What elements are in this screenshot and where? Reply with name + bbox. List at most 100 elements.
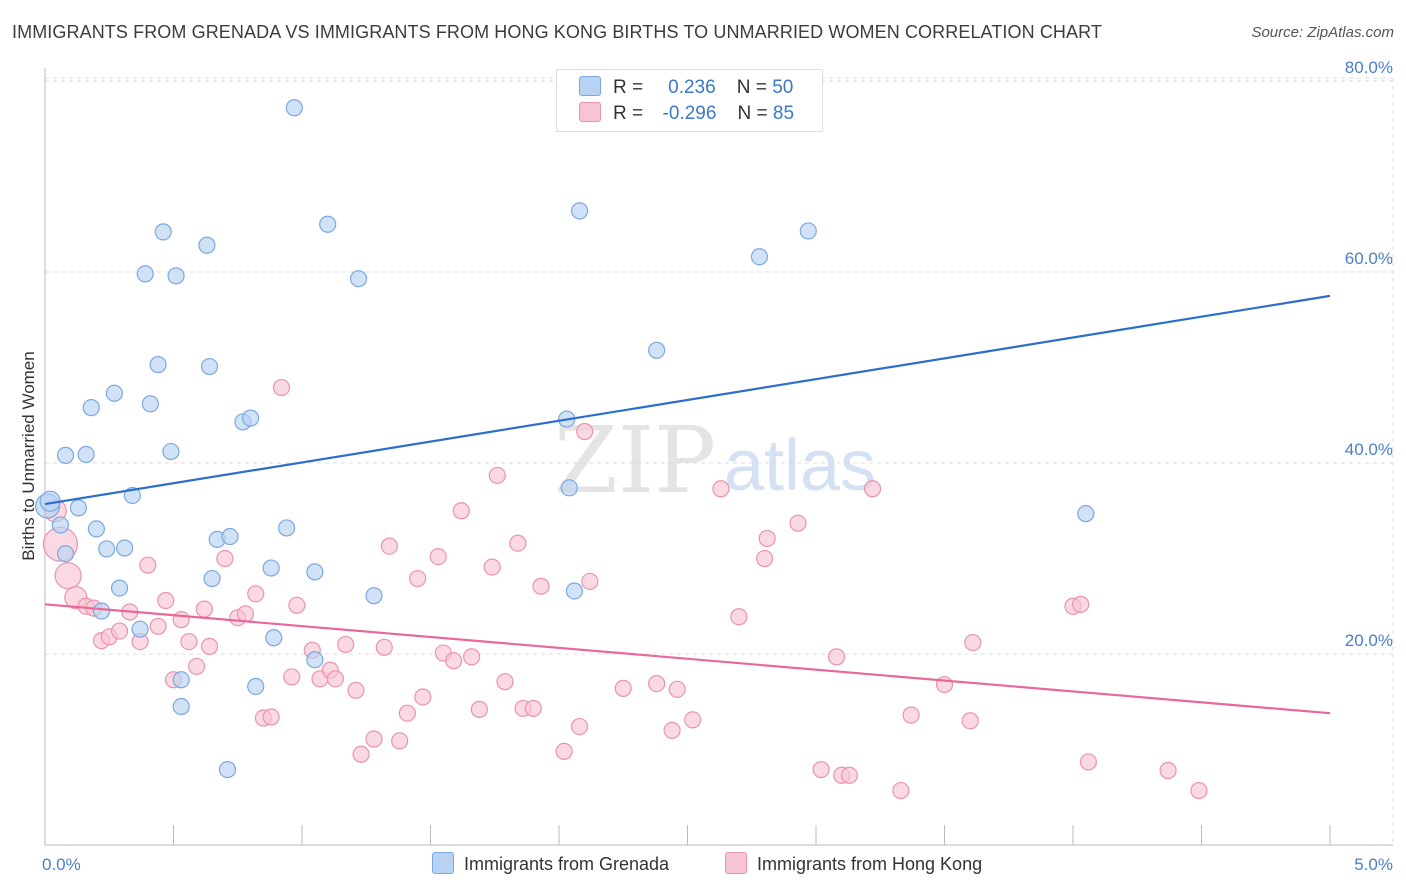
point-hongkong (840, 766, 859, 784)
point-grenada (149, 356, 167, 374)
point-hongkong (892, 781, 910, 800)
point-grenada (648, 341, 666, 359)
point-grenada (560, 479, 578, 497)
point-grenada (154, 223, 172, 241)
point-hongkong (445, 652, 463, 670)
legend-row-grenada: R = 0.236 N = 50 (579, 76, 793, 102)
point-hongkong (326, 670, 345, 688)
point-hongkong (195, 600, 213, 618)
point-grenada (319, 215, 337, 233)
axes (44, 68, 1393, 846)
point-hongkong (863, 480, 882, 498)
point-hongkong (262, 708, 280, 726)
point-hongkong (555, 742, 573, 761)
y-tick-label: 80.0% (1345, 58, 1393, 77)
point-hongkong (730, 608, 748, 626)
point-hongkong (200, 637, 219, 655)
point-grenada (136, 265, 154, 283)
legend-item-grenada: Immigrants from Grenada (432, 852, 669, 875)
point-hongkong (755, 549, 774, 568)
point-hongkong (149, 617, 167, 635)
legend-r-value-hongkong: -0.296 (662, 103, 717, 124)
point-hongkong (365, 730, 383, 748)
source-credit: Source: ZipAtlas.com (1251, 24, 1394, 41)
point-hongkong (902, 706, 920, 724)
point-grenada (56, 545, 75, 563)
point-hongkong (247, 585, 265, 603)
point-hongkong (398, 704, 416, 722)
point-grenada (69, 499, 88, 517)
point-grenada (167, 267, 185, 285)
legend-swatch-hongkong (579, 102, 601, 122)
point-grenada (98, 540, 116, 558)
point-hongkong (352, 745, 370, 763)
series-legend: Immigrants from Grenada Immigrants from … (0, 852, 1406, 878)
point-hongkong (172, 611, 190, 629)
watermark-zip: ZIP (554, 407, 716, 514)
point-hongkong (452, 502, 470, 520)
point-hongkong (964, 633, 982, 652)
point-grenada (262, 559, 280, 577)
point-grenada (92, 602, 111, 620)
point-grenada (82, 399, 100, 417)
point-hongkong (54, 562, 82, 590)
point-grenada (110, 579, 129, 597)
point-grenada (162, 442, 180, 461)
point-hongkong (347, 681, 365, 699)
point-hongkong (288, 596, 306, 614)
y-tick-label: 60.0% (1345, 249, 1393, 268)
point-grenada (200, 357, 219, 376)
point-hongkong (581, 572, 599, 591)
point-grenada (141, 395, 159, 413)
y-tick-label: 40.0% (1345, 440, 1393, 459)
point-grenada (116, 539, 134, 557)
point-grenada (365, 587, 383, 605)
point-hongkong (1072, 595, 1090, 613)
point-hongkong (483, 558, 501, 576)
point-grenada (51, 516, 70, 534)
point-hongkong (110, 622, 129, 640)
point-grenada (570, 202, 589, 220)
point-hongkong (429, 547, 447, 566)
point-hongkong (414, 688, 432, 706)
point-hongkong (663, 721, 681, 740)
point-hongkong (570, 717, 589, 736)
point-hongkong (380, 537, 398, 555)
point-grenada (77, 445, 95, 464)
point-grenada (172, 671, 190, 689)
point-hongkong (470, 700, 488, 718)
legend-r-value-grenada: 0.236 (668, 77, 716, 98)
point-hongkong (391, 732, 409, 750)
legend-label-grenada: Immigrants from Grenada (464, 854, 670, 874)
point-grenada (1077, 505, 1095, 523)
legend-n-value-hongkong: 85 (772, 103, 795, 124)
point-grenada (198, 236, 216, 254)
legend-row-hongkong: R = -0.296 N = 85 (579, 102, 794, 128)
point-hongkong (712, 480, 730, 498)
point-grenada (265, 629, 283, 647)
point-grenada (799, 222, 817, 240)
point-hongkong (812, 760, 830, 779)
point-hongkong (157, 591, 175, 610)
y-tick-label: 20.0% (1345, 631, 1393, 650)
point-hongkong (188, 657, 206, 676)
point-hongkong (668, 680, 686, 698)
point-hongkong (509, 534, 527, 552)
point-grenada (247, 677, 265, 696)
point-grenada (203, 569, 221, 588)
point-grenada (172, 697, 190, 716)
chart-title: IMMIGRANTS FROM GRENADA VS IMMIGRANTS FR… (12, 22, 1102, 42)
stats-legend: R = 0.236 N = 50 R = -0.296 N = 85 (556, 69, 823, 132)
legend-n-label: N = (737, 103, 768, 124)
point-hongkong (1079, 753, 1098, 771)
legend-label-hongkong: Immigrants from Hong Kong (757, 854, 983, 874)
point-hongkong (236, 605, 255, 623)
trend-lines (44, 294, 1331, 715)
legend-swatch-hongkong (725, 852, 747, 874)
point-grenada (349, 270, 368, 288)
point-hongkong (1159, 761, 1177, 780)
point-hongkong (496, 673, 514, 691)
point-hongkong (1190, 781, 1208, 800)
point-hongkong (139, 556, 157, 574)
